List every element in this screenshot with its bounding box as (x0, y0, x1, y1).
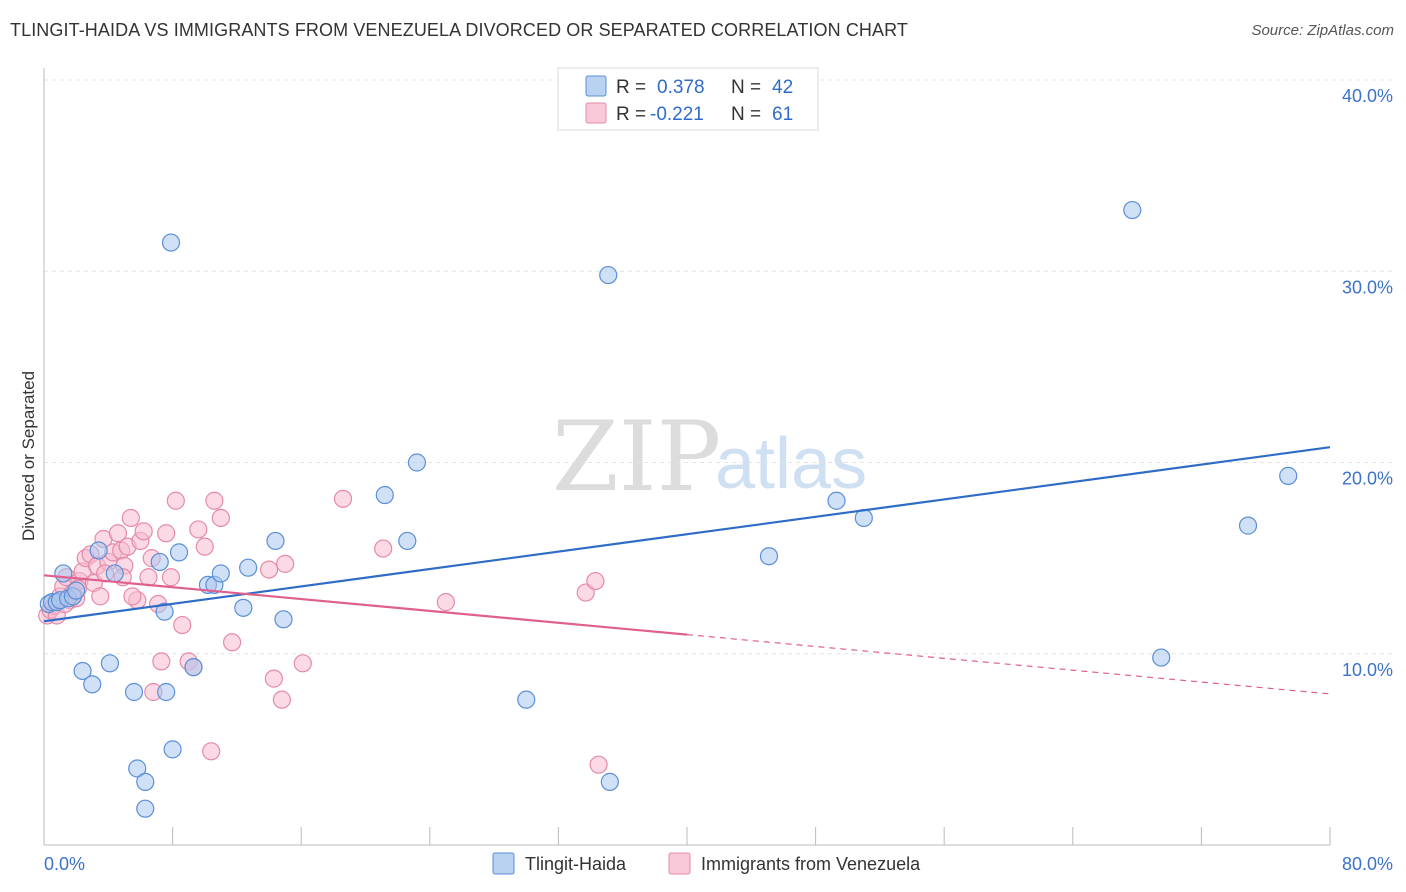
series-legend: Tlingit-Haida Immigrants from Venezuela (492, 852, 921, 875)
immigrants-from-venezuela-point (152, 652, 171, 671)
immigrants-from-venezuela-point (589, 755, 608, 774)
legend-r-value-2: -0.221 (650, 104, 704, 125)
immigrants-from-venezuela-point (108, 524, 128, 543)
tlingit-haida-point (274, 610, 293, 629)
immigrants-from-venezuela-point (205, 491, 224, 510)
immigrants-from-venezuela-point (123, 587, 142, 606)
tlingit-haida-point (759, 547, 779, 566)
x-ticks (43, 827, 1331, 845)
legend-r-label-1: R = (616, 77, 646, 98)
immigrants-from-venezuela-point (121, 508, 140, 528)
y-tick-label-40: 40.0% (1342, 86, 1393, 106)
legend-r-label-2: R = (616, 104, 646, 125)
tlingit-haida-point (54, 564, 73, 583)
tlingit-haida-point (83, 675, 102, 694)
immigrants-from-venezuela-point (374, 539, 393, 558)
immigrants-from-venezuela-point (139, 568, 158, 587)
trend-line-tlingit-haida (43, 446, 1331, 623)
tlingit-haida-point (599, 265, 618, 285)
immigrants-from-venezuela-point (166, 491, 185, 510)
tlingit-haida-point (157, 682, 176, 702)
tlingit-haida-point (150, 552, 169, 572)
tlingit-haida-point (266, 531, 285, 551)
trend-lines (43, 446, 1331, 695)
immigrants-from-venezuela-point (293, 654, 312, 673)
tlingit-haida-point (100, 654, 120, 673)
tlingit-haida-point (234, 598, 253, 617)
tlingit-haida-point (89, 541, 108, 560)
bottom-legend-label-immigrants-from-venezuela: Immigrants from Venezuela (701, 854, 921, 874)
immigrants-from-venezuela-point (259, 560, 279, 579)
tlingit-haida-point (163, 740, 182, 759)
immigrants-from-venezuela-point (202, 742, 221, 761)
immigrants-from-venezuela-point (436, 593, 455, 612)
immigrants-from-venezuela-point (586, 571, 605, 591)
bottom-legend-swatch-tlingit-haida (492, 852, 515, 875)
immigrants-from-venezuela-point (189, 520, 208, 539)
y-axis-label: Divorced or Separated (19, 371, 38, 541)
tlingit-haida-point (407, 453, 427, 472)
tlingit-haida-point (136, 772, 155, 791)
tlingit-haida-point (136, 799, 155, 818)
tlingit-haida-point (1238, 516, 1258, 535)
immigrants-from-venezuela-point (134, 522, 153, 541)
tlingit-haida-point (517, 690, 536, 709)
tlingit-haida-point (1152, 648, 1171, 667)
tlingit-haida-point (600, 772, 619, 791)
correlation-legend: R = 0.378 N = 42 R = -0.221 N = 61 (557, 67, 819, 131)
immigrants-from-venezuela-point (195, 537, 214, 556)
series-tlingit-haida-points (39, 200, 1298, 818)
watermark-zip: ZIP (552, 401, 721, 513)
legend-n-value-2: 61 (772, 104, 793, 125)
trend-line-immigrants-from-venezuela-extrapolated (686, 634, 1331, 695)
immigrants-from-venezuela-point (91, 587, 110, 606)
immigrants-from-venezuela-point (222, 633, 242, 652)
tlingit-haida-point (73, 661, 92, 681)
immigrants-from-venezuela-point (161, 568, 181, 587)
tlingit-haida-point (184, 658, 203, 677)
legend-n-value-1: 42 (772, 77, 793, 98)
legend-r-value-1: 0.378 (657, 77, 705, 98)
immigrants-from-venezuela-point (157, 524, 176, 543)
tlingit-haida-point (827, 491, 846, 510)
legend-swatch-immigrants-from-venezuela (585, 102, 607, 124)
tlingit-haida-point (67, 581, 86, 600)
tlingit-haida-point (1279, 466, 1298, 485)
immigrants-from-venezuela-point (211, 508, 230, 528)
tlingit-haida-point (1123, 200, 1142, 220)
y-tick-label-20: 20.0% (1342, 469, 1393, 489)
bottom-legend-label-tlingit-haida: Tlingit-Haida (525, 854, 627, 874)
x-tick-label-min: 0.0% (44, 854, 85, 874)
tlingit-haida-point (211, 564, 230, 583)
chart-title: TLINGIT-HAIDA VS IMMIGRANTS FROM VENEZUE… (10, 20, 908, 40)
tlingit-haida-point (161, 233, 181, 252)
watermark-atlas: atlas (715, 424, 867, 504)
bottom-legend-swatch-immigrants-from-venezuela (668, 852, 691, 875)
tlingit-haida-point (169, 543, 189, 562)
tlingit-haida-point (375, 485, 394, 505)
legend-n-label-1: N = (731, 77, 761, 98)
x-tick-label-max: 80.0% (1342, 854, 1393, 874)
series-immigrants-from-venezuela-points (38, 489, 608, 774)
trend-line-immigrants-from-venezuela (43, 574, 688, 636)
immigrants-from-venezuela-point (276, 554, 295, 573)
immigrants-from-venezuela-point (333, 489, 353, 508)
tlingit-haida-point (239, 558, 258, 577)
tlingit-haida-point (124, 682, 144, 702)
tlingit-haida-point (128, 759, 147, 778)
tlingit-haida-point (398, 531, 417, 551)
y-tick-label-30: 30.0% (1342, 277, 1393, 297)
source-credit: Source: ZipAtlas.com (1251, 22, 1394, 39)
legend-swatch-tlingit-haida (585, 75, 607, 97)
immigrants-from-venezuela-point (264, 669, 283, 688)
legend-n-label-2: N = (731, 104, 761, 125)
y-tick-labels: 10.0% 20.0% 30.0% 40.0% (1342, 86, 1393, 680)
immigrants-from-venezuela-point (173, 615, 192, 635)
immigrants-from-venezuela-point (272, 690, 292, 709)
tlingit-haida-point (155, 602, 174, 621)
y-tick-label-10: 10.0% (1342, 660, 1393, 680)
tlingit-haida-point (105, 564, 124, 583)
